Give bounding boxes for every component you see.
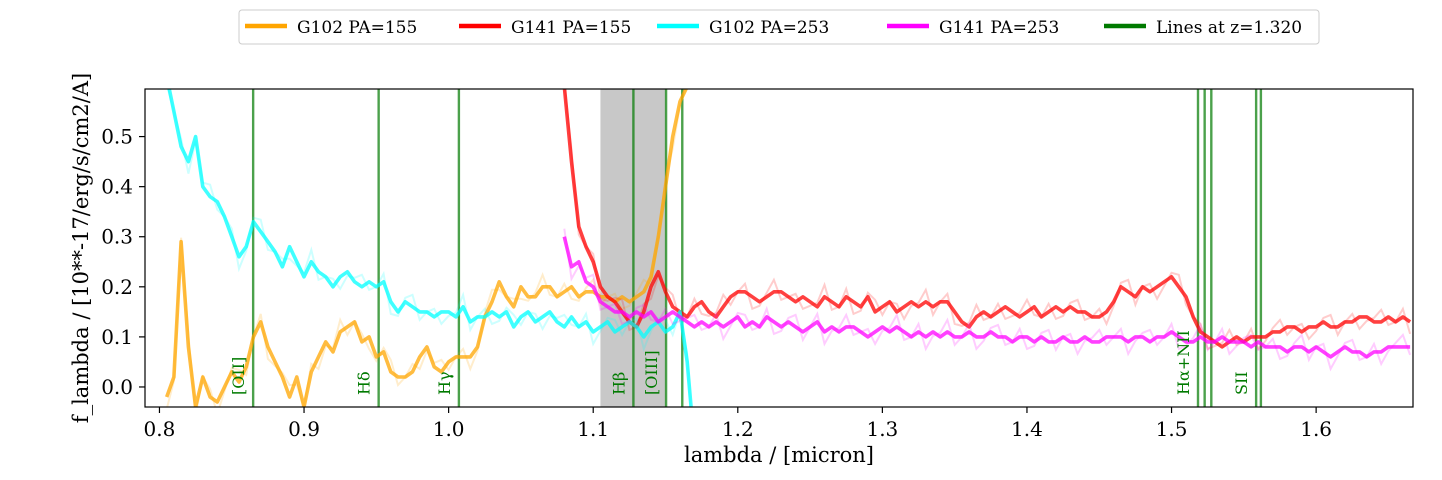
y-axis: 0.0 0.1 0.2 0.3 0.4 0.5 [101, 125, 145, 399]
series-line [167, 89, 693, 407]
x-axis: 0.8 0.9 1.0 1.1 1.2 1.3 1.4 1.5 1.6 [144, 407, 1332, 441]
y-tick-label: 0.4 [101, 175, 133, 199]
x-axis-label: lambda / [micron] [684, 443, 874, 467]
y-tick-label: 0.5 [101, 125, 133, 149]
legend-label: G141 PA=253 [939, 18, 1059, 38]
x-tick-label: 1.2 [722, 417, 754, 441]
x-tick-label: 1.1 [577, 417, 609, 441]
y-tick-label: 0.2 [101, 275, 133, 299]
emission-line-labels-layer: [OII] Hδ Hγ Hβ [OIII] Hα+NII SII [229, 330, 1251, 395]
y-tick-label: 0.1 [101, 325, 133, 349]
series-line [562, 89, 1412, 349]
y-axis-label: f_lambda / [10**-17/erg/s/cm2/A] [69, 73, 93, 423]
legend-label: Lines at z=1.320 [1156, 18, 1302, 38]
emission-line-label: Hα+NII [1174, 330, 1193, 395]
x-tick-label: 1.3 [866, 417, 898, 441]
series-noise-line [166, 89, 692, 407]
series-line [562, 236, 1411, 359]
legend-frame [238, 9, 1320, 45]
x-tick-label: 1.6 [1300, 417, 1332, 441]
legend-label: G141 PA=155 [511, 18, 631, 38]
emission-line-label: SII [1232, 371, 1251, 395]
x-tick-label: 1.4 [1011, 417, 1043, 441]
emission-line-label: Hβ [609, 372, 628, 395]
x-tick-label: 1.5 [1156, 417, 1188, 441]
emission-line-label: Hδ [355, 371, 374, 395]
series-line [165, 89, 688, 407]
plot-frame [144, 88, 1414, 408]
emission-line-label: Hγ [435, 371, 454, 395]
legend: G102 PA=155 G141 PA=155 G102 PA=253 G141 PA… [238, 9, 1320, 45]
y-tick-label: 0.3 [101, 225, 133, 249]
emission-line-label: [OIII] [642, 350, 661, 395]
x-tick-label: 0.8 [144, 417, 176, 441]
series-layer [165, 89, 1412, 407]
x-tick-label: 1.0 [433, 417, 465, 441]
y-tick-label: 0.0 [101, 375, 133, 399]
emission-line-label: [OII] [229, 357, 248, 395]
x-tick-label: 0.9 [288, 417, 320, 441]
emission-lines-layer [251, 89, 1263, 407]
legend-label: G102 PA=253 [709, 18, 829, 38]
legend-label: G102 PA=155 [297, 18, 417, 38]
